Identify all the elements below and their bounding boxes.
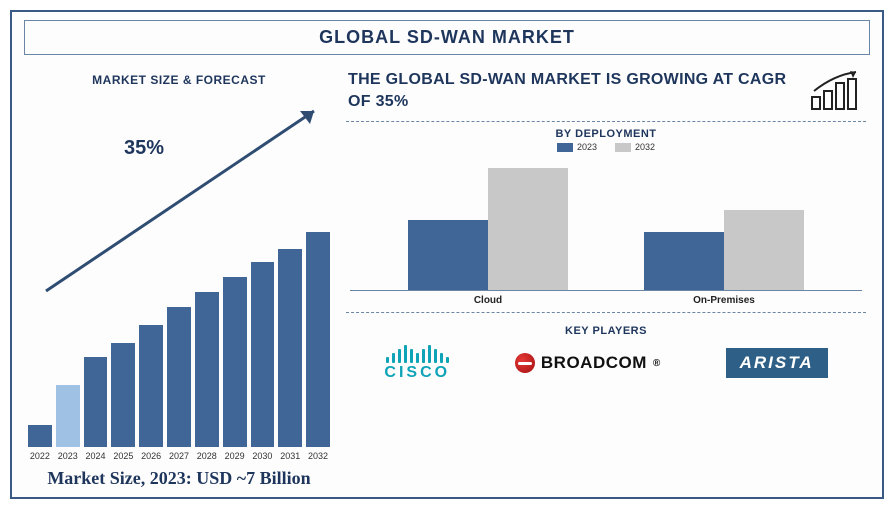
deployment-title: BY DEPLOYMENT: [342, 128, 870, 140]
logo-arista: ARISTA: [726, 348, 828, 378]
bar: [223, 277, 247, 447]
content-row: MARKET SIZE & FORECAST 35% 2022202320242…: [12, 61, 882, 497]
year-label: 2032: [308, 451, 328, 461]
logos-row: CISCO BROADCOM® ARISTA: [342, 337, 870, 385]
category-label: Cloud: [370, 295, 606, 306]
forecast-bar-2030: 2030: [251, 262, 275, 461]
forecast-bar-2024: 2024: [84, 357, 108, 461]
year-label: 2031: [280, 451, 300, 461]
forecast-bar-2032: 2032: [306, 232, 330, 461]
forecast-section-title: MARKET SIZE & FORECAST: [24, 73, 334, 87]
forecast-bar-2028: 2028: [195, 292, 219, 461]
forecast-bar-2031: 2031: [278, 249, 302, 461]
deployment-bar-chart: [350, 156, 862, 291]
year-label: 2028: [197, 451, 217, 461]
legend-swatch-2023: [557, 143, 573, 152]
bar-2032: [488, 168, 568, 290]
bar-2032: [724, 210, 804, 290]
dashed-separator: [346, 121, 866, 122]
bar: [306, 232, 330, 447]
forecast-bar-2023: 2023: [56, 385, 80, 461]
legend-item-2023: 2023: [557, 142, 597, 152]
dashed-separator: [346, 312, 866, 313]
growth-chart-icon: [808, 69, 864, 113]
right-column: THE GLOBAL SD-WAN MARKET IS GROWING AT C…: [342, 65, 870, 489]
forecast-bar-2027: 2027: [167, 307, 191, 461]
bar: [84, 357, 108, 447]
headline-row: THE GLOBAL SD-WAN MARKET IS GROWING AT C…: [342, 65, 870, 115]
year-label: 2027: [169, 451, 189, 461]
forecast-chart-wrap: 35% 2022 2023 2024 2025 2026 2027 2028 2029 2030…: [24, 91, 334, 461]
year-label: 2024: [86, 451, 106, 461]
cisco-text: CISCO: [384, 364, 450, 381]
bar: [28, 425, 52, 447]
forecast-bar-2029: 2029: [223, 277, 247, 461]
arista-text: ARISTA: [740, 353, 814, 372]
broadcom-ball-icon: [515, 353, 535, 373]
bar-2023: [408, 220, 488, 290]
legend-label-2023: 2023: [577, 142, 597, 152]
forecast-bar-chart: 2022 2023 2024 2025 2026 2027 2028 2029 2030 2031…: [24, 221, 334, 461]
cisco-bars-icon: [384, 345, 450, 363]
key-players-section: KEY PLAYERS CISCO BROADCOM®: [342, 319, 870, 385]
year-label: 2022: [30, 451, 50, 461]
logo-broadcom: BROADCOM®: [515, 353, 661, 373]
legend-item-2032: 2032: [615, 142, 655, 152]
logo-cisco: CISCO: [384, 345, 450, 381]
year-label: 2023: [58, 451, 78, 461]
title-bar: GLOBAL SD-WAN MARKET: [24, 20, 870, 55]
year-label: 2030: [252, 451, 272, 461]
forecast-bar-2026: 2026: [139, 325, 163, 461]
market-size-text: Market Size, 2023: USD ~7 Billion: [24, 467, 334, 490]
headline-text: THE GLOBAL SD-WAN MARKET IS GROWING AT C…: [348, 69, 798, 112]
infographic-frame: GLOBAL SD-WAN MARKET MARKET SIZE & FOREC…: [10, 10, 884, 499]
deployment-legend: 2023 2032: [342, 142, 870, 152]
bar: [111, 343, 135, 447]
main-title: GLOBAL SD-WAN MARKET: [25, 27, 869, 48]
legend-swatch-2032: [615, 143, 631, 152]
category-label: On-Premises: [606, 295, 842, 306]
key-players-title: KEY PLAYERS: [342, 325, 870, 337]
bar: [195, 292, 219, 447]
bar: [167, 307, 191, 447]
forecast-bar-2025: 2025: [111, 343, 135, 461]
bar: [139, 325, 163, 447]
bar-2023: [644, 232, 724, 290]
forecast-bar-2022: 2022: [28, 425, 52, 461]
legend-label-2032: 2032: [635, 142, 655, 152]
broadcom-text: BROADCOM: [541, 353, 647, 373]
year-label: 2026: [141, 451, 161, 461]
year-label: 2029: [225, 451, 245, 461]
bar: [251, 262, 275, 447]
deployment-group-on-premises: [606, 156, 842, 290]
bar: [56, 385, 80, 447]
left-column: MARKET SIZE & FORECAST 35% 2022202320242…: [24, 65, 334, 489]
growth-rate-label: 35%: [124, 137, 164, 160]
deployment-group-cloud: [370, 156, 606, 290]
deployment-section: BY DEPLOYMENT 2023 2032 CloudOn-Premises: [342, 128, 870, 306]
deployment-category-labels: CloudOn-Premises: [350, 291, 862, 306]
bar: [278, 249, 302, 447]
year-label: 2025: [113, 451, 133, 461]
